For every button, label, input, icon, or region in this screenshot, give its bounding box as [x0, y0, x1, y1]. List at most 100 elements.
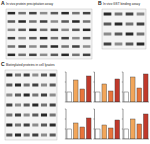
band	[8, 45, 16, 48]
band	[137, 13, 145, 16]
band	[137, 23, 145, 26]
x-axis	[123, 102, 149, 103]
bars	[95, 120, 119, 139]
band	[104, 33, 112, 36]
bar-chart	[122, 109, 149, 139]
band	[15, 94, 21, 97]
band	[72, 12, 80, 15]
label: Biotinylated proteins in cell lysates	[6, 63, 55, 67]
bar	[143, 74, 148, 102]
band	[72, 54, 80, 57]
band	[32, 104, 38, 107]
band	[115, 13, 123, 16]
bar-chart	[93, 109, 120, 139]
band	[137, 33, 145, 36]
bar	[95, 92, 100, 102]
band	[6, 114, 12, 117]
band	[32, 134, 38, 137]
band	[83, 12, 91, 15]
bar-chart	[122, 72, 149, 102]
band	[41, 114, 47, 117]
band	[32, 94, 38, 97]
band	[126, 33, 134, 36]
label: C	[1, 61, 5, 67]
band	[41, 104, 47, 107]
band	[50, 104, 56, 107]
band	[115, 33, 123, 36]
band	[29, 54, 37, 57]
bar	[102, 84, 107, 102]
bar	[115, 79, 120, 102]
band	[24, 124, 30, 127]
band	[6, 74, 12, 77]
blot	[5, 70, 57, 140]
band	[29, 20, 37, 23]
bar	[102, 125, 107, 139]
band	[8, 12, 16, 15]
bar	[108, 128, 113, 139]
bar	[80, 89, 85, 102]
label: In vivo protein precipitation assay	[6, 2, 54, 6]
y-axis	[123, 72, 124, 102]
band	[83, 45, 91, 48]
band	[40, 54, 48, 57]
band	[24, 74, 30, 77]
band	[51, 45, 59, 48]
bars	[67, 118, 91, 139]
x-axis	[95, 102, 121, 103]
band	[41, 124, 47, 127]
band	[83, 29, 91, 32]
bar	[73, 80, 78, 102]
band	[32, 74, 38, 77]
band	[72, 29, 80, 32]
band	[51, 37, 59, 40]
band	[50, 114, 56, 117]
band	[41, 94, 47, 97]
bars	[67, 76, 91, 102]
band	[41, 134, 47, 137]
band	[61, 37, 69, 40]
band	[50, 84, 56, 87]
bar	[80, 127, 85, 139]
bar	[130, 77, 135, 102]
band	[15, 124, 21, 127]
band	[51, 20, 59, 23]
band	[61, 29, 69, 32]
band	[24, 94, 30, 97]
band	[29, 12, 37, 15]
band	[72, 20, 80, 23]
band	[104, 23, 112, 26]
band	[18, 54, 26, 57]
y-axis	[66, 72, 67, 102]
band	[15, 74, 21, 77]
band	[83, 54, 91, 57]
x-axis	[95, 139, 121, 140]
bar	[137, 124, 142, 139]
bar	[86, 76, 91, 102]
bar	[130, 119, 135, 139]
bars	[124, 74, 148, 102]
band	[24, 134, 30, 137]
band	[61, 45, 69, 48]
bar	[143, 114, 148, 139]
band	[115, 23, 123, 26]
band	[40, 29, 48, 32]
y-axis	[66, 109, 67, 139]
bar	[95, 129, 100, 139]
band	[72, 45, 80, 48]
label: B	[98, 0, 102, 6]
band	[24, 84, 30, 87]
x-axis	[66, 139, 92, 140]
band	[61, 20, 69, 23]
blot	[102, 9, 146, 49]
band	[50, 74, 56, 77]
band	[6, 134, 12, 137]
band	[8, 54, 16, 57]
band	[24, 114, 30, 117]
bar	[86, 118, 91, 139]
band	[29, 29, 37, 32]
band	[6, 84, 12, 87]
band	[8, 29, 16, 32]
band	[51, 12, 59, 15]
band	[8, 20, 16, 23]
